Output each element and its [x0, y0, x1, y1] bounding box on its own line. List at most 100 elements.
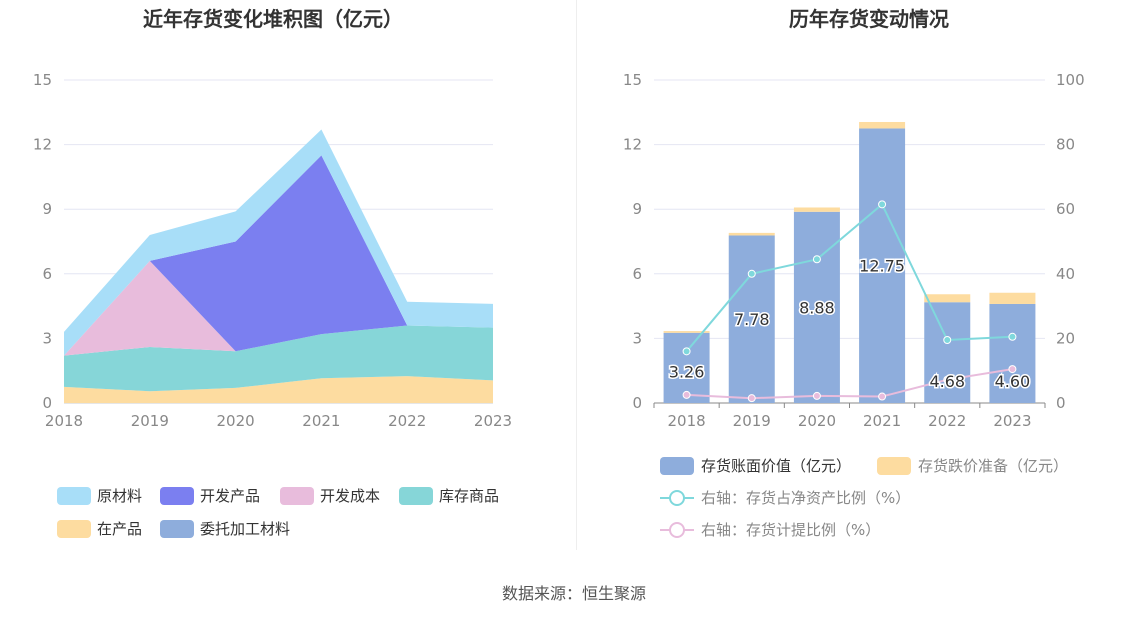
y2-tick-label: 100 — [1056, 71, 1085, 89]
stacked-bars — [663, 121, 1036, 403]
bar-book-value — [924, 302, 971, 403]
bar-value-label: 7.78 — [734, 310, 770, 329]
legend[interactable]: 存货账面价值（亿元） 存货跌价准备（亿元） 右轴：存货占净资产比例（%） 右轴：存货计… — [660, 457, 1068, 539]
legend-swatch — [160, 487, 194, 505]
line-ratio_net_assets_line — [685, 202, 1013, 352]
legend-label: 库存商品 — [439, 487, 499, 505]
line-point — [812, 255, 821, 264]
legend-item-development_cost[interactable]: 开发成本 — [280, 487, 380, 505]
right-y-axis-tick-labels: 0 20 40 60 80 100 — [1056, 71, 1085, 412]
bar-book-value — [859, 128, 906, 403]
line-point — [747, 394, 756, 403]
legend-item-provision_bar[interactable]: 存货跌价准备（亿元） — [877, 457, 1068, 475]
bar-value-label: 8.88 — [799, 298, 835, 317]
x-axis-tick-labels: 2018 2019 2020 2021 2022 2023 — [653, 403, 1046, 430]
legend-swatch — [280, 487, 314, 505]
legend-swatch — [877, 457, 911, 475]
legend-swatch — [660, 457, 694, 475]
chart-title: 近年存货变化堆积图（亿元） — [143, 7, 403, 31]
line-point — [878, 392, 887, 401]
bar-book-value — [728, 235, 775, 403]
area-raw_material — [64, 129, 493, 356]
legend-label: 存货账面价值（亿元） — [701, 457, 851, 475]
line-point — [878, 200, 887, 209]
legend-swatch — [160, 520, 194, 538]
x-tick-label: 2019 — [733, 412, 771, 430]
chart-title: 历年存货变动情况 — [789, 7, 949, 31]
panel-divider — [576, 0, 577, 550]
legend-item-raw_material[interactable]: 原材料 — [57, 487, 142, 505]
line-point — [682, 347, 691, 356]
legend-label: 开发成本 — [320, 487, 380, 505]
legend-swatch — [57, 520, 91, 538]
bar-value-label: 3.26 — [669, 362, 705, 381]
legend-label: 右轴：存货计提比例（%） — [701, 521, 880, 539]
x-tick-label: 2021 — [302, 412, 340, 430]
bar-value-label: 4.68 — [929, 372, 965, 391]
y2-tick-label: 0 — [1056, 394, 1066, 412]
area-development_cost — [64, 260, 493, 356]
legend-item-ratio_net_assets_line[interactable]: 右轴：存货占净资产比例（%） — [660, 489, 910, 507]
legend-item-book_value_bar[interactable]: 存货账面价值（亿元） — [660, 457, 851, 475]
legend-item-consigned_material[interactable]: 委托加工材料 — [160, 520, 290, 538]
legend-marker — [669, 522, 685, 538]
bar-provision — [728, 232, 775, 236]
y-tick-label: 0 — [42, 394, 52, 412]
x-tick-label: 2021 — [863, 412, 901, 430]
legend-swatch — [399, 487, 433, 505]
y-tick-label: 9 — [42, 200, 52, 218]
legend-marker — [669, 490, 685, 506]
y-tick-label: 15 — [623, 71, 642, 89]
legend-label: 开发产品 — [200, 487, 260, 505]
line-point — [1008, 332, 1017, 341]
line-point — [1008, 365, 1017, 374]
y-tick-label: 9 — [632, 200, 642, 218]
bar-value-label: 12.75 — [859, 257, 905, 276]
x-axis-tick-labels: 2018 2019 2020 2021 2022 2023 — [45, 412, 512, 430]
bar-provision — [663, 331, 710, 333]
line-point — [812, 391, 821, 400]
legend-label: 在产品 — [97, 520, 142, 538]
x-tick-label: 2023 — [993, 412, 1031, 430]
y-tick-label: 0 — [632, 394, 642, 412]
x-tick-label: 2022 — [388, 412, 426, 430]
x-tick-label: 2020 — [798, 412, 836, 430]
y-tick-label: 3 — [42, 329, 52, 347]
x-tick-label: 2018 — [667, 412, 705, 430]
bar-value-label: 4.60 — [995, 372, 1031, 391]
legend-item-inventory_goods[interactable]: 库存商品 — [399, 487, 499, 505]
y-tick-label: 3 — [632, 329, 642, 347]
y-axis-tick-labels: 0 3 6 9 12 15 — [33, 71, 52, 412]
x-tick-label: 2018 — [45, 412, 83, 430]
line-point — [682, 390, 691, 399]
x-tick-label: 2023 — [474, 412, 512, 430]
legend-item-provision_ratio_line[interactable]: 右轴：存货计提比例（%） — [660, 521, 880, 539]
y2-tick-label: 40 — [1056, 265, 1075, 283]
line-point — [943, 336, 952, 345]
legend-label: 原材料 — [97, 487, 142, 505]
legend-item-developed_product[interactable]: 开发产品 — [160, 487, 260, 505]
legend-label: 委托加工材料 — [200, 520, 290, 538]
bar-value-labels: 3.26 7.78 8.88 12.75 4.68 4.60 — [667, 255, 1031, 392]
y2-tick-label: 60 — [1056, 200, 1075, 218]
area-developed_product — [64, 155, 493, 356]
y-tick-label: 6 — [42, 265, 52, 283]
y-gridlines — [654, 79, 1045, 404]
bar-provision — [859, 121, 906, 129]
y2-tick-label: 80 — [1056, 136, 1075, 154]
ratio-lines — [682, 200, 1017, 403]
x-tick-label: 2022 — [928, 412, 966, 430]
bar-provision — [989, 292, 1036, 304]
legend-item-wip[interactable]: 在产品 — [57, 520, 142, 538]
inventory-change-combo-chart: 历年存货变动情况 3.26 7.78 8.88 12.75 4.68 4.60 0 3 6 9 1… — [623, 7, 1085, 539]
area-inventory_goods — [64, 325, 493, 392]
y2-tick-label: 20 — [1056, 329, 1075, 347]
y-tick-label: 12 — [33, 136, 52, 154]
y-tick-label: 15 — [33, 71, 52, 89]
left-y-axis-tick-labels: 0 3 6 9 12 15 — [623, 71, 642, 412]
bar-book-value — [793, 211, 840, 403]
area-wip — [64, 376, 493, 403]
bar-book-value — [989, 303, 1036, 403]
